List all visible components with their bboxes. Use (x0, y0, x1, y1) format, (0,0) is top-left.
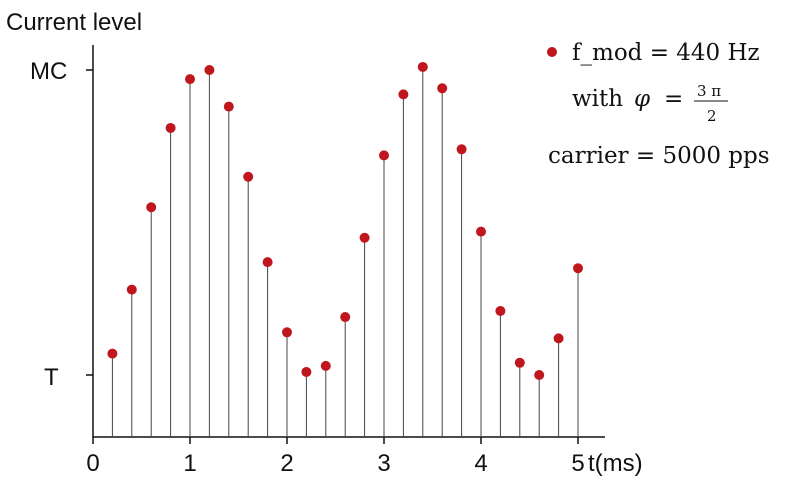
y-tick-label-mc: MC (30, 58, 67, 85)
data-point (243, 171, 254, 182)
data-point (398, 89, 409, 100)
data-point (146, 202, 157, 213)
data-point (495, 305, 506, 316)
legend-line-2-prefix: with (572, 86, 623, 112)
legend-line-1: f_mod = 440 Hz (572, 40, 760, 66)
data-point (534, 370, 545, 380)
data-point (573, 263, 583, 274)
data-point (126, 284, 137, 295)
data-point (165, 122, 176, 133)
data-point (223, 101, 234, 112)
y-tick-label-t: T (44, 364, 59, 391)
x-ticks: 0 1 2 3 4 5 (86, 437, 585, 477)
data-point (476, 226, 486, 237)
legend-fraction-denominator: 2 (707, 107, 717, 125)
data-point (185, 74, 195, 85)
legend-equals: = (664, 86, 683, 112)
data-point (553, 333, 564, 344)
stems (111, 66, 579, 437)
data-point (262, 257, 273, 268)
legend: f_mod = 440 Hz with φ = 3 π 2 carrier = … (547, 40, 770, 169)
data-point (282, 327, 292, 338)
data-point (204, 65, 215, 75)
data-points (107, 61, 583, 380)
data-point (514, 357, 525, 368)
data-point (456, 144, 467, 155)
legend-marker (547, 47, 557, 57)
data-point (437, 83, 448, 94)
x-tick-label: 3 (377, 450, 390, 477)
x-tick-label: 0 (86, 450, 99, 477)
x-tick-label: 2 (280, 450, 293, 477)
data-point (320, 360, 331, 371)
legend-fraction-numerator: 3 π (697, 82, 721, 100)
legend-line-3: carrier = 5000 pps (548, 143, 770, 169)
y-axis-label: Current level (6, 9, 142, 36)
data-point (107, 348, 118, 359)
legend-phi: φ (634, 86, 651, 112)
data-point (359, 232, 370, 243)
data-point (340, 312, 351, 323)
x-tick-label: 5 (571, 450, 584, 477)
x-tick-label: 4 (474, 450, 487, 477)
x-axis-label: t(ms) (588, 450, 643, 477)
x-tick-label: 1 (183, 450, 196, 477)
data-point (417, 61, 428, 72)
data-point (379, 150, 389, 161)
data-point (301, 366, 312, 377)
